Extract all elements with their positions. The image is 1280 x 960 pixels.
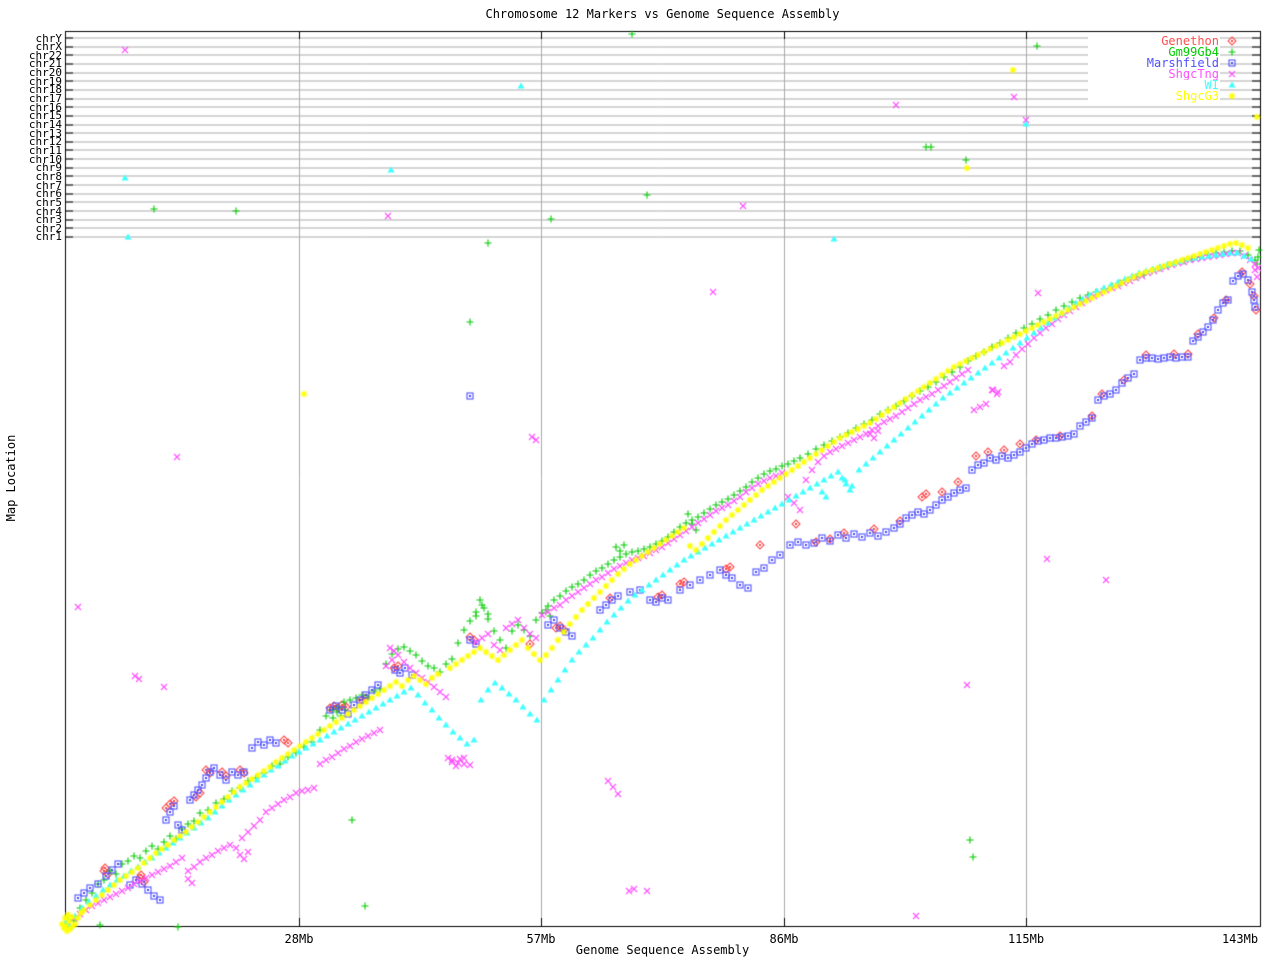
chart-title: Chromosome 12 Markers vs Genome Sequence… bbox=[485, 7, 840, 21]
x-tick-57Mb: 57Mb bbox=[526, 932, 556, 946]
chr-label-chr17: chr17 bbox=[28, 92, 62, 106]
chr-label-chr21: chr21 bbox=[28, 57, 62, 71]
chr-label-chr11: chr11 bbox=[28, 143, 62, 157]
chr-label-chr9: chr9 bbox=[35, 161, 63, 175]
chr-label-chr20: chr20 bbox=[28, 66, 62, 80]
chr-label-chr2: chr2 bbox=[35, 221, 63, 235]
legend-label-Marshfield: Marshfield bbox=[1088, 57, 1220, 69]
x-tick-143Mb: 143Mb bbox=[1221, 932, 1259, 946]
chr-label-chr1: chr1 bbox=[35, 230, 63, 244]
chr-label-chr5: chr5 bbox=[35, 195, 63, 209]
legend-label-Genethon: Genethon bbox=[1088, 35, 1220, 47]
chr-label-chr18: chr18 bbox=[28, 83, 62, 97]
x-tick-115Mb: 115Mb bbox=[1007, 932, 1045, 946]
chr-label-chr8: chr8 bbox=[35, 169, 63, 183]
x-tick-86Mb: 86Mb bbox=[769, 932, 799, 946]
chr-label-chr13: chr13 bbox=[28, 126, 62, 140]
y-axis-label: Map Location bbox=[4, 434, 18, 522]
legend-label-WI: WI bbox=[1088, 79, 1220, 91]
chr-label-chr14: chr14 bbox=[28, 118, 62, 132]
chr-label-chr16: chr16 bbox=[28, 100, 62, 114]
chr-label-chr19: chr19 bbox=[28, 74, 62, 88]
x-axis-label: Genome Sequence Assembly bbox=[575, 943, 750, 957]
x-tick-28Mb: 28Mb bbox=[284, 932, 314, 946]
chr-label-chr22: chr22 bbox=[28, 48, 62, 62]
legend-label-Gm99Gb4: Gm99Gb4 bbox=[1088, 46, 1220, 58]
chr-label-chr6: chr6 bbox=[35, 187, 63, 201]
chr-label-chr12: chr12 bbox=[28, 135, 62, 149]
chr-label-chr10: chr10 bbox=[28, 152, 62, 166]
chr-label-chr4: chr4 bbox=[35, 204, 63, 218]
legend-label-ShgcG3: ShgcG3 bbox=[1088, 90, 1220, 102]
chr-label-chr15: chr15 bbox=[28, 109, 62, 123]
chr-label-chrX: chrX bbox=[35, 40, 63, 54]
legend-label-ShgcTng: ShgcTng bbox=[1088, 68, 1220, 80]
chr-label-chrY: chrY bbox=[35, 31, 63, 45]
chr-label-chr7: chr7 bbox=[35, 178, 63, 192]
chr-label-chr3: chr3 bbox=[35, 213, 63, 227]
